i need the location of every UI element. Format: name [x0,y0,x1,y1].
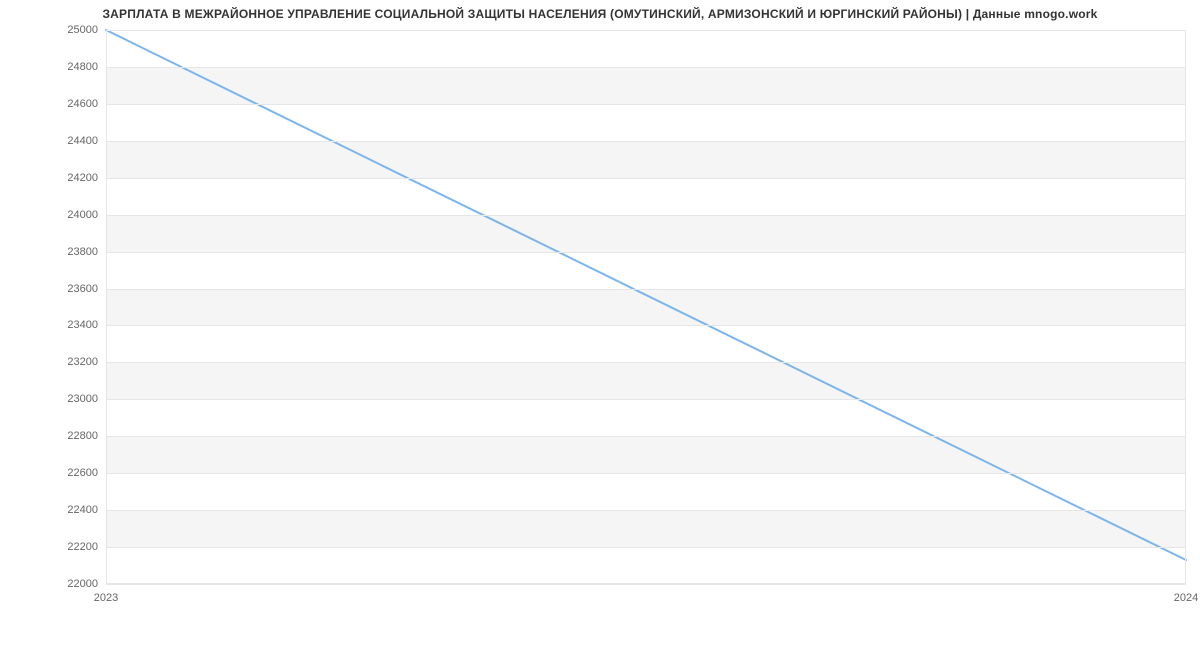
x-axis-label: 2023 [94,584,118,604]
y-axis-label: 24200 [67,172,106,184]
y-gridline [106,362,1186,363]
y-gridline [106,547,1186,548]
y-axis-label: 23000 [67,393,106,405]
y-gridline [106,67,1186,68]
y-axis-label: 25000 [67,24,106,36]
y-gridline [106,30,1186,31]
y-gridline [106,104,1186,105]
y-gridline [106,178,1186,179]
y-gridline [106,436,1186,437]
y-gridline [106,510,1186,511]
x-axis-label: 2024 [1174,584,1198,604]
y-axis-label: 23800 [67,246,106,258]
y-axis-label: 23400 [67,319,106,331]
y-axis-label: 24600 [67,98,106,110]
y-axis-label: 24800 [67,61,106,73]
y-gridline [106,473,1186,474]
y-axis-label: 23600 [67,283,106,295]
y-axis-label: 24000 [67,209,106,221]
y-axis-label: 22200 [67,541,106,553]
y-gridline [106,252,1186,253]
y-axis-label: 22800 [67,430,106,442]
y-gridline [106,325,1186,326]
y-gridline [106,289,1186,290]
y-gridline [106,215,1186,216]
chart-title: ЗАРПЛАТА В МЕЖРАЙОННОЕ УПРАВЛЕНИЕ СОЦИАЛ… [0,7,1200,21]
plot-area: 2200022200224002260022800230002320023400… [106,30,1186,584]
y-gridline [106,141,1186,142]
y-gridline [106,584,1186,585]
salary-line-chart: ЗАРПЛАТА В МЕЖРАЙОННОЕ УПРАВЛЕНИЕ СОЦИАЛ… [0,0,1200,650]
y-axis-label: 23200 [67,356,106,368]
y-axis-label: 24400 [67,135,106,147]
series-line-salary [106,30,1186,560]
y-axis-label: 22600 [67,467,106,479]
y-axis-label: 22400 [67,504,106,516]
y-gridline [106,399,1186,400]
line-layer [106,30,1186,584]
